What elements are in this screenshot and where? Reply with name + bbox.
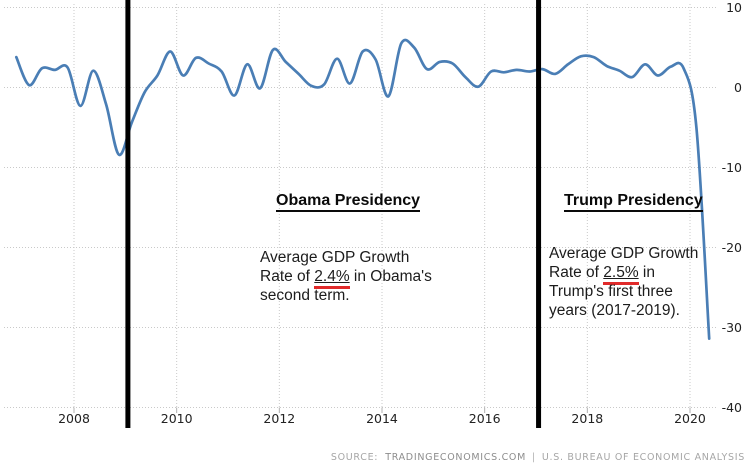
x-axis-label: 2014 (366, 411, 398, 426)
trump-presidency-title: Trump Presidency (564, 192, 703, 212)
y-axis-label: -40 (721, 399, 742, 415)
gdp-growth-line (14, 38, 711, 341)
annotation-line: Rate of 2.4% in Obama's (260, 267, 432, 289)
annotation-line: second term. (260, 287, 350, 304)
annotation-text: in Obama's (349, 268, 432, 285)
obama-presidency-title: Obama Presidency (276, 192, 421, 212)
annotation-text: Rate of (549, 264, 604, 281)
trump-avg-growth-value: 2.5% (603, 264, 639, 285)
x-axis-label: 2016 (468, 411, 501, 426)
annotation-line: years (2017-2019). (549, 302, 680, 319)
obama-avg-growth-value: 2.4% (314, 268, 350, 289)
annotation-text: in (638, 264, 655, 281)
source-link[interactable]: TRADINGECONOMICS.COM (385, 452, 526, 463)
y-axis-label: -20 (721, 239, 742, 255)
annotation-line: Rate of 2.5% in (549, 263, 698, 285)
annotation-text: Rate of (260, 268, 315, 285)
annotation-line: Average GDP Growth (260, 249, 410, 266)
y-axis-label: 10 (726, 0, 742, 15)
source-label: SOURCE: (330, 452, 379, 463)
obama-presidency-title-text: Obama Presidency (276, 192, 421, 212)
trump-annotation: Average GDP Growth Rate of 2.5% in Trump… (549, 244, 698, 320)
obama-annotation: Average GDP Growth Rate of 2.4% in Obama… (260, 248, 432, 305)
x-axis-label: 2018 (571, 411, 604, 426)
source-attribution: U.S. BUREAU OF ECONOMIC ANALYSIS (541, 452, 745, 463)
annotation-line: Trump's first three (549, 283, 673, 300)
x-axis-label: 2012 (263, 411, 296, 426)
source-separator: | (531, 452, 536, 463)
x-axis-label: 2010 (160, 411, 193, 426)
x-axis-label: 2020 (674, 411, 706, 426)
annotation-line: Average GDP Growth (549, 245, 699, 262)
y-axis-label: -30 (721, 319, 742, 335)
y-axis-label: -10 (721, 159, 742, 175)
source-bar: SOURCE: TRADINGECONOMICS.COM | U.S. BUREAU … (331, 452, 745, 463)
y-axis-label: 0 (734, 79, 742, 95)
x-axis-label: 2008 (58, 411, 90, 426)
trump-presidency-title-text: Trump Presidency (564, 192, 703, 212)
